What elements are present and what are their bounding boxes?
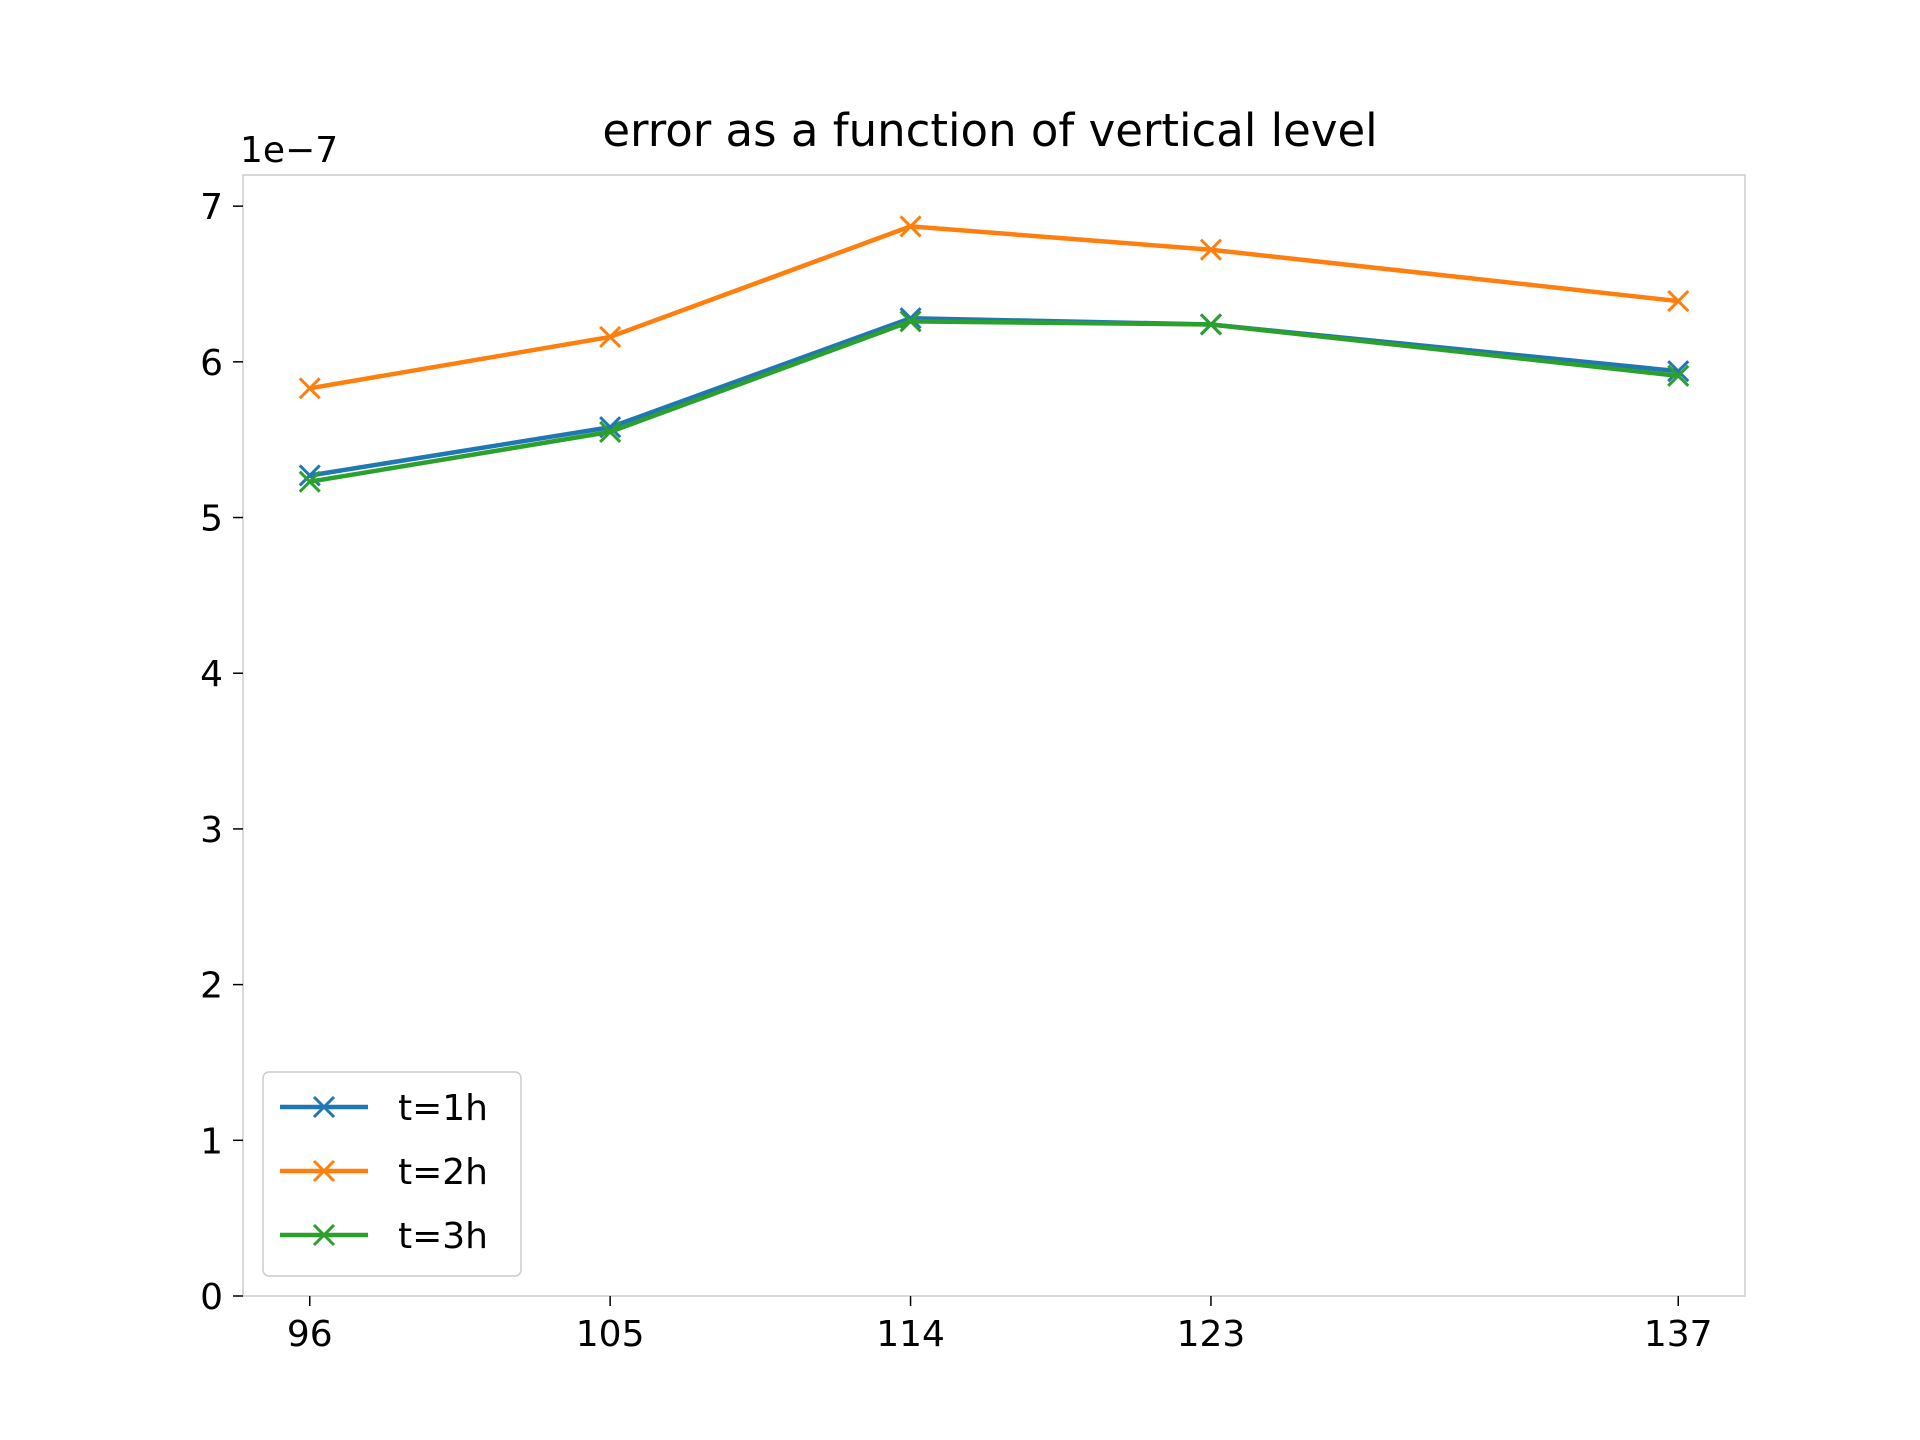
y-tick-label: 1 [200,1121,223,1162]
series-group [298,215,1690,493]
data-point [1667,364,1690,387]
x-tick-label: 114 [876,1314,945,1355]
x-marker-stroke [298,464,321,487]
x-marker-stroke [1199,313,1223,336]
x-tick-label: 96 [287,1314,333,1355]
y-offset-label: 1e−7 [240,130,338,171]
x-marker-stroke [312,1223,336,1247]
legend-item: t=3h [280,1216,488,1257]
x-tick-label: 105 [576,1314,645,1355]
chart-title: error as a function of vertical level [602,104,1377,157]
data-point [1199,313,1223,336]
legend-marker [312,1223,336,1247]
legend-label: t=2h [398,1152,488,1193]
x-marker-stroke [298,470,321,493]
x-marker-stroke [298,377,321,400]
x-tick-label: 137 [1644,1314,1713,1355]
data-point [298,470,321,493]
x-marker-stroke [599,325,622,348]
data-point [599,325,622,348]
data-point [1667,360,1690,383]
plot-frame [242,174,1746,1297]
x-marker-stroke [1199,238,1223,261]
series-t-2h [298,215,1690,400]
x-marker-stroke [1667,364,1690,387]
x-marker-stroke [312,1095,336,1119]
x-tick-label: 123 [1177,1314,1246,1355]
legend-item: t=1h [280,1088,488,1129]
y-tick-label: 7 [200,187,223,228]
y-tick-label: 2 [200,966,223,1007]
data-point [298,377,321,400]
data-point [899,310,922,333]
data-point [899,215,922,238]
x-marker-stroke [599,420,622,443]
legend: t=1h t=2h t=3h [262,1071,522,1277]
legend-marker [312,1095,336,1119]
series-t-3h [298,310,1690,493]
y-tick-label: 5 [200,499,223,540]
x-marker-stroke [899,310,922,333]
legend-marker [312,1159,336,1183]
data-point [1667,290,1690,313]
y-tick-label: 6 [200,343,223,384]
legend-label: t=3h [398,1216,488,1257]
legend-frame [262,1071,522,1277]
y-tick-label: 4 [200,654,223,695]
x-marker-stroke [899,215,922,238]
x-marker-stroke [312,1159,336,1183]
legend-label: t=1h [398,1088,488,1129]
y-tick-label: 0 [200,1277,223,1318]
x-marker-stroke [1667,290,1690,313]
legend-item: t=2h [280,1152,488,1193]
x-marker-stroke [1667,360,1690,383]
y-tick-label: 3 [200,810,223,851]
data-point [599,420,622,443]
data-point [1199,238,1223,261]
